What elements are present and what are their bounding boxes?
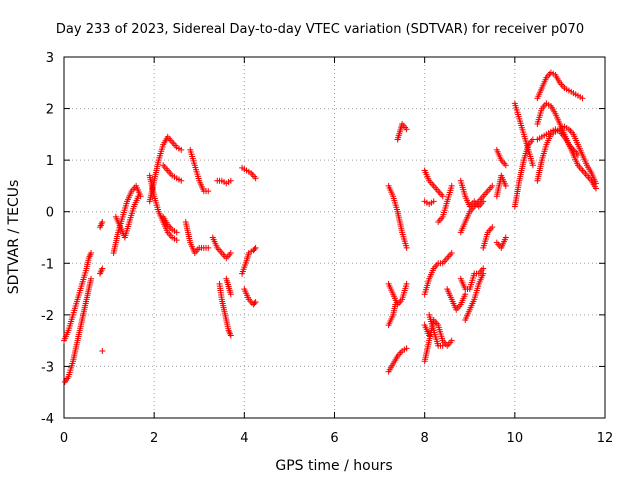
data-point	[227, 291, 234, 298]
data-point	[502, 234, 509, 241]
data-point	[403, 280, 410, 287]
data-point	[88, 249, 95, 256]
data-point	[205, 244, 212, 251]
data-point	[252, 244, 259, 251]
data-point	[178, 146, 185, 153]
x-tick-label: 4	[240, 431, 248, 446]
grid	[64, 57, 605, 418]
y-tick-label: 2	[46, 103, 54, 118]
y-tick-label: -2	[41, 309, 54, 324]
data-point	[448, 182, 455, 189]
x-tick-label: 2	[150, 431, 158, 446]
y-tick-label: -4	[41, 412, 54, 427]
data-point	[251, 300, 258, 307]
data-point	[403, 126, 410, 133]
data-point	[173, 237, 180, 244]
data-point	[135, 193, 142, 200]
data-point	[252, 175, 259, 182]
data-point	[227, 177, 234, 184]
y-tick-label: -1	[41, 257, 54, 272]
x-tick-label: 10	[507, 431, 524, 446]
data-point	[448, 249, 455, 256]
y-tick-label: 0	[46, 206, 54, 221]
data-point	[99, 265, 106, 272]
data-point	[439, 342, 446, 349]
data-point	[252, 298, 259, 305]
data-points	[61, 69, 599, 385]
y-tick-label: -3	[41, 360, 54, 375]
data-point	[439, 193, 446, 200]
data-point	[430, 198, 437, 205]
chart-title: Day 233 of 2023, Sidereal Day-to-day VTE…	[56, 22, 584, 37]
data-point	[579, 95, 586, 102]
data-point	[173, 229, 180, 236]
data-point	[205, 188, 212, 195]
x-tick-label: 12	[597, 431, 614, 446]
x-tick-label: 0	[60, 431, 68, 446]
data-point	[99, 219, 106, 226]
data-point	[392, 301, 399, 308]
data-point	[227, 332, 234, 339]
data-point	[529, 162, 536, 169]
data-point	[227, 249, 234, 256]
data-point	[88, 275, 95, 282]
x-axis-label: GPS time / hours	[275, 458, 392, 474]
x-tick-label: 6	[330, 431, 338, 446]
data-point	[251, 246, 258, 253]
data-point	[592, 185, 599, 192]
y-tick-label: 3	[46, 51, 54, 66]
x-tick-label: 8	[421, 431, 429, 446]
data-point	[480, 270, 487, 277]
data-point	[178, 177, 185, 184]
data-point	[489, 182, 496, 189]
y-axis-label: SDTVAR / TECUs	[6, 180, 22, 295]
data-point	[448, 337, 455, 344]
data-point	[462, 291, 469, 298]
data-point	[489, 224, 496, 231]
data-point	[502, 182, 509, 189]
y-tick-label: 1	[46, 154, 54, 169]
data-point	[480, 265, 487, 272]
data-point	[403, 345, 410, 352]
data-point	[403, 244, 410, 251]
data-point	[99, 347, 106, 354]
data-point	[502, 162, 509, 169]
data-point	[426, 332, 433, 339]
